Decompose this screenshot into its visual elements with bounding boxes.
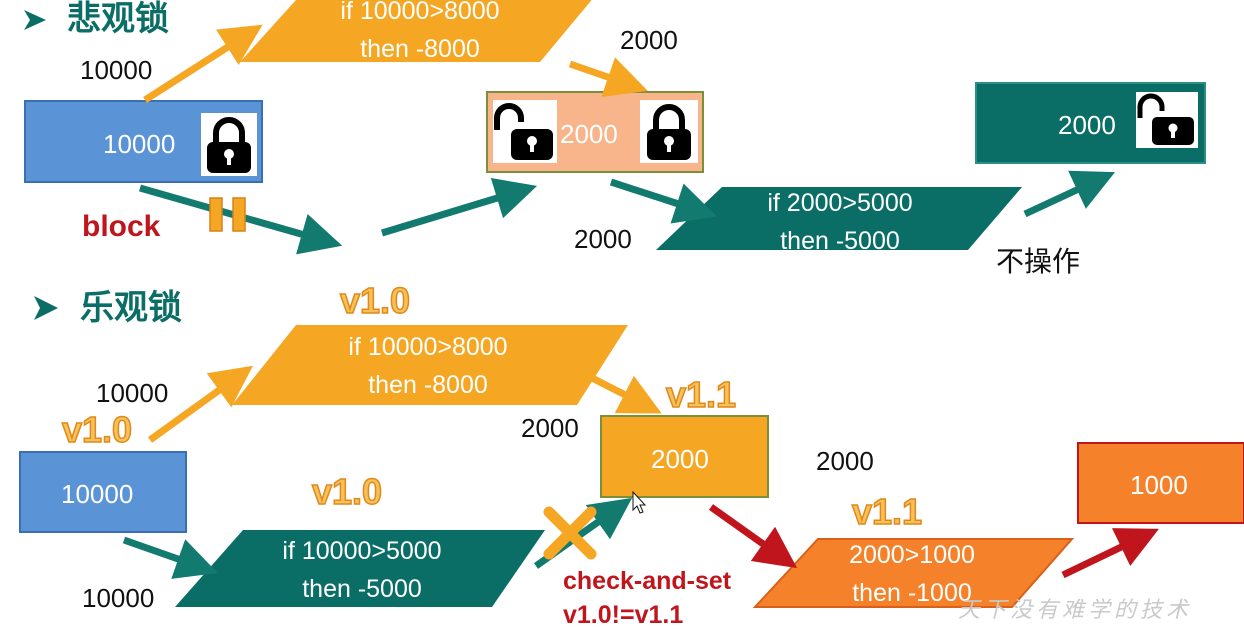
lock-open-icon bbox=[1136, 92, 1198, 148]
para-line: if 10000>5000 bbox=[282, 537, 442, 565]
heading-pessimistic: 悲观锁 bbox=[67, 0, 169, 38]
lock-closed-icon bbox=[640, 100, 698, 163]
arrow bbox=[122, 536, 218, 579]
arrow bbox=[1061, 528, 1159, 579]
no-op-label: 不操作 bbox=[996, 246, 1081, 277]
arrow bbox=[380, 178, 538, 237]
check-and-set-label: check-and-set bbox=[563, 567, 732, 595]
optimistic-para1-text: if 10000>8000 then -8000 bbox=[298, 328, 558, 404]
cross-icon bbox=[543, 506, 597, 560]
optimistic-parallelogram-3 bbox=[752, 538, 1075, 608]
optimistic-parallelogram-2 bbox=[175, 530, 545, 607]
box-mid-value: 2000 bbox=[560, 119, 618, 149]
label-2000: 2000 bbox=[816, 446, 874, 476]
pessimistic-parallelogram-1 bbox=[240, 0, 592, 62]
para-line: then -1000 bbox=[852, 579, 972, 607]
lock-open-icon bbox=[493, 100, 557, 163]
arrow bbox=[568, 57, 648, 98]
para-line: then -5000 bbox=[302, 575, 422, 603]
arrow bbox=[1023, 170, 1116, 218]
bullet-arrow-icon bbox=[24, 10, 46, 30]
arrow bbox=[708, 504, 798, 569]
label-2000: 2000 bbox=[574, 224, 632, 254]
block-label: block bbox=[82, 210, 161, 243]
lock-closed-icon bbox=[201, 113, 257, 176]
label-10000: 10000 bbox=[80, 55, 153, 85]
arrow bbox=[139, 184, 343, 255]
label-2000: 2000 bbox=[521, 413, 579, 443]
para-line: if 2000>5000 bbox=[767, 189, 913, 217]
pessimistic-para2-text: if 2000>5000 then -5000 bbox=[710, 184, 970, 260]
para-line: then -8000 bbox=[368, 371, 488, 399]
version-label: v1.0 bbox=[339, 280, 411, 321]
para-line: then -8000 bbox=[360, 35, 480, 63]
bullet-arrow-icon bbox=[34, 296, 58, 320]
box-end-value: 1000 bbox=[1130, 470, 1188, 500]
para-line: if 10000>8000 bbox=[348, 333, 508, 361]
para-line: then -5000 bbox=[780, 227, 900, 255]
optimistic-para3-text: 2000>1000 then -1000 bbox=[782, 536, 1042, 612]
label-10000: 10000 bbox=[82, 583, 155, 613]
box-mid-value: 2000 bbox=[651, 444, 709, 474]
arrow bbox=[590, 374, 662, 414]
version-label: v1.1 bbox=[665, 374, 737, 415]
pause-icon bbox=[209, 197, 246, 232]
optimistic-parallelogram-1 bbox=[232, 325, 628, 405]
heading-optimistic: 乐观锁 bbox=[80, 289, 182, 327]
para-line: if 10000>8000 bbox=[340, 0, 500, 25]
optimistic-box-start bbox=[19, 451, 187, 533]
arrow bbox=[609, 178, 717, 224]
box-end-value: 2000 bbox=[1058, 110, 1116, 140]
optimistic-box-mid bbox=[600, 415, 769, 498]
pessimistic-para1-text: if 10000>8000 then -8000 bbox=[290, 0, 550, 68]
para-line: 2000>1000 bbox=[849, 541, 975, 569]
mouse-cursor-icon bbox=[632, 490, 647, 514]
version-label: v1.0 bbox=[311, 471, 383, 512]
version-label: v1.0 bbox=[61, 409, 133, 450]
label-2000: 2000 bbox=[620, 25, 678, 55]
pessimistic-parallelogram-2 bbox=[656, 187, 1022, 250]
label-10000: 10000 bbox=[96, 378, 169, 408]
box-start-value: 10000 bbox=[103, 129, 176, 159]
optimistic-para2-text: if 10000>5000 then -5000 bbox=[232, 532, 492, 608]
watermark: 天下没有难学的技术 bbox=[958, 597, 1193, 622]
optimistic-box-end bbox=[1077, 442, 1244, 524]
arrow bbox=[147, 365, 254, 443]
version-label: v1.1 bbox=[851, 491, 923, 532]
arrow bbox=[143, 24, 263, 103]
box-start-value: 10000 bbox=[61, 479, 134, 509]
version-compare-label: v1.0!=v1.1 bbox=[563, 601, 684, 629]
